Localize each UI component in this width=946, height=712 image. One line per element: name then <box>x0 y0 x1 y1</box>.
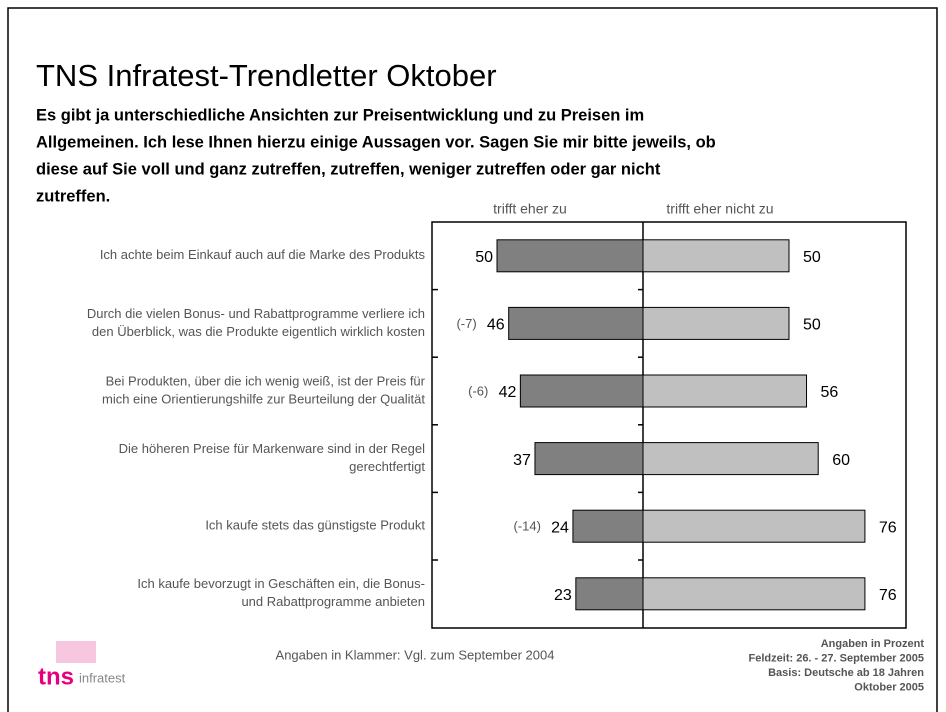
category-label: Ich achte beim Einkauf auch auf die Mark… <box>100 247 426 262</box>
note: Oktober 2005 <box>854 681 924 693</box>
bar <box>642 577 866 611</box>
category-label: und Rabattprogramme anbieten <box>241 594 425 609</box>
subtitle-line: zutreffen. <box>36 187 110 205</box>
value-label: 56 <box>821 384 839 401</box>
frame <box>7 7 938 712</box>
bar <box>519 374 644 408</box>
value-label: 46 <box>487 317 505 334</box>
value-label: 76 <box>879 519 897 536</box>
category-label: den Überblick, was die Produkte eigentli… <box>92 324 425 339</box>
category-label: Bei Produkten, über die ich wenig weiß, … <box>106 373 426 388</box>
plot-frame <box>431 221 907 629</box>
subtitle-line: diese auf Sie voll und ganz zutreffen, z… <box>36 160 661 178</box>
change-label: (-14) <box>513 519 540 534</box>
value-label: 23 <box>554 587 572 604</box>
category-label: Ich kaufe bevorzugt in Geschäften ein, d… <box>137 576 425 591</box>
bar <box>575 577 644 611</box>
footnote: Angaben in Klammer: Vgl. zum September 2… <box>276 647 555 662</box>
bar <box>496 239 644 273</box>
bar <box>642 374 808 408</box>
bar <box>534 442 644 476</box>
bar <box>572 509 644 543</box>
bar <box>642 239 790 273</box>
change-label: (-6) <box>468 383 488 398</box>
category-label: Durch die vielen Bonus- und Rabattprogra… <box>87 306 425 321</box>
value-label: 60 <box>832 452 850 469</box>
bar <box>642 509 866 543</box>
note: Basis: Deutsche ab 18 Jahren <box>768 667 924 679</box>
bar <box>642 306 790 340</box>
value-label: 42 <box>499 384 517 401</box>
logo-block <box>56 641 96 663</box>
series-label: trifft eher nicht zu <box>666 201 773 217</box>
value-label: 76 <box>879 587 897 604</box>
series-label: trifft eher zu <box>493 201 567 217</box>
category-label: Die höheren Preise für Markenware sind i… <box>119 441 425 456</box>
subtitle-line: Es gibt ja unterschiedliche Ansichten zu… <box>36 106 644 124</box>
value-label: 50 <box>803 317 821 334</box>
note: Feldzeit: 26. - 27. September 2005 <box>749 652 924 664</box>
logo-name: infratest <box>79 670 126 685</box>
value-label: 24 <box>551 519 569 536</box>
category-label: mich eine Orientierungshilfe zur Beurtei… <box>102 391 425 406</box>
bar <box>642 442 819 476</box>
value-label: 50 <box>803 249 821 266</box>
value-label: 37 <box>513 452 531 469</box>
change-label: (-7) <box>456 316 476 331</box>
category-label: gerechtfertigt <box>349 459 425 474</box>
note: Angaben in Prozent <box>821 638 925 650</box>
category-label: Ich kaufe stets das günstigste Produkt <box>205 518 425 533</box>
bar <box>508 306 644 340</box>
subtitle-line: Allgemeinen. Ich lese Ihnen hierzu einig… <box>36 133 716 151</box>
chart-title: TNS Infratest-Trendletter Oktober <box>36 58 497 93</box>
logo-brand: tns <box>38 663 74 690</box>
value-label: 50 <box>475 249 493 266</box>
